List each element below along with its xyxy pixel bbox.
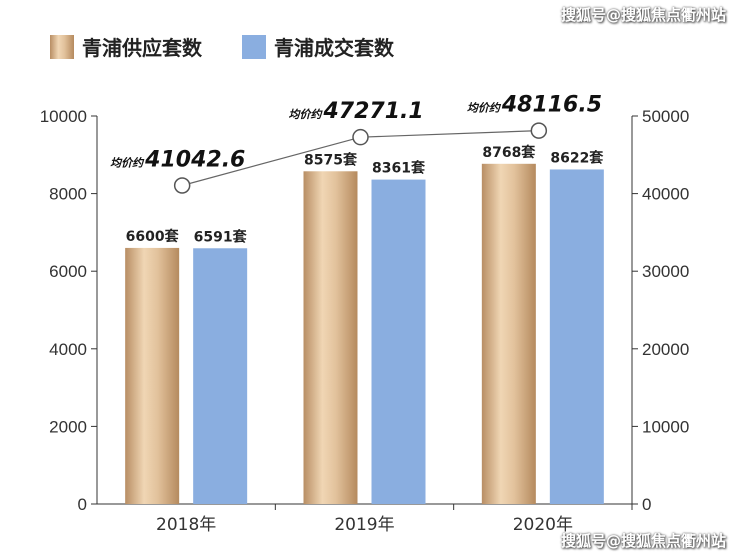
legend: 青浦供应套数 青浦成交套数 (50, 35, 395, 60)
x-tick-label: 2020年 (513, 515, 573, 535)
legend-label-2: 青浦成交套数 (274, 36, 395, 60)
bars (125, 163, 604, 505)
bar-label-series2-2: 8361套 (372, 160, 425, 177)
watermark-top: 搜狐号@搜狐焦点衢州站 (560, 6, 726, 24)
bar-label-series1-1: 6600套 (126, 228, 179, 245)
legend-swatch-2 (242, 35, 266, 59)
price-point-3 (530, 122, 548, 139)
data-labels: 6600套 8575套 8768套 6591套 8361套 8622套 均价约41042.6… (110, 93, 603, 246)
right-tick-label: 20000 (642, 340, 689, 359)
watermark-bottom: 搜狐号@搜狐焦点衢州站 (560, 532, 726, 550)
bar-series1-1 (125, 247, 180, 505)
axes: 0 2000 4000 6000 8000 10000 0 10000 20000 30000 40… (40, 107, 690, 535)
right-tick-label: 50000 (642, 107, 689, 126)
right-tick-label: 10000 (642, 417, 689, 436)
bar-series1-3 (481, 163, 536, 504)
bar-series2-3 (549, 169, 604, 504)
x-tick-label: 2018年 (156, 515, 216, 535)
price-label-2: 均价约47271.1 (289, 99, 424, 124)
legend-label-1: 青浦供应套数 (82, 36, 203, 60)
bar-series2-2 (371, 179, 426, 504)
right-tick-label: 40000 (642, 185, 689, 204)
bar-label-series2-1: 6591套 (194, 228, 247, 245)
price-point-1 (173, 177, 191, 194)
price-label-3: 均价约48116.5 (467, 93, 602, 118)
legend-swatch-1 (50, 35, 74, 59)
left-tick-label: 0 (78, 495, 87, 514)
bar-label-series1-3: 8768套 (482, 144, 535, 161)
bar-series1-2 (303, 171, 358, 505)
left-tick-label: 2000 (49, 417, 87, 436)
x-tick-label: 2019年 (334, 515, 394, 535)
right-tick-label: 30000 (642, 262, 689, 281)
right-tick-label: 0 (642, 495, 651, 514)
price-line (173, 122, 548, 194)
bar-label-series2-3: 8622套 (550, 149, 603, 166)
left-tick-label: 6000 (49, 262, 87, 281)
bar-series2-1 (193, 248, 248, 504)
left-tick-label: 8000 (49, 185, 87, 204)
price-point-2 (352, 128, 369, 146)
price-label-1: 均价约41042.6 (110, 148, 245, 173)
left-tick-label: 4000 (49, 340, 87, 359)
left-tick-label: 10000 (40, 107, 87, 126)
bar-label-series1-2: 8575套 (304, 151, 357, 168)
